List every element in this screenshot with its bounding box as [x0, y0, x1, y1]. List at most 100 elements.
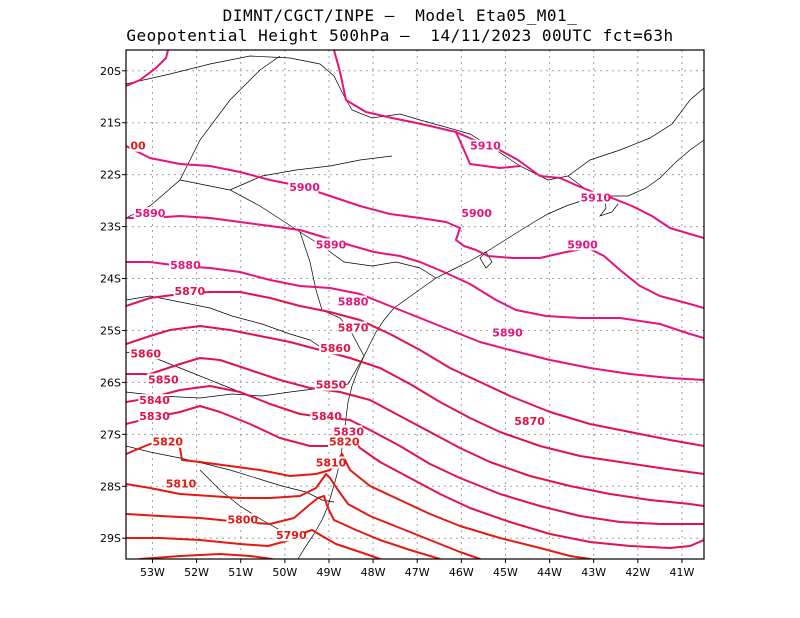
contour-label-bg: [314, 238, 345, 251]
lon-tick-label: 49W: [317, 566, 342, 579]
lon-tick-label: 52W: [184, 566, 209, 579]
contour-label-bg: [469, 139, 500, 152]
lon-tick-label: 45W: [493, 566, 518, 579]
contour-label-bg: [314, 378, 345, 391]
contour-label-bg: [275, 529, 306, 542]
contour-label-bg: [336, 295, 367, 308]
state-border-sp-pr: [179, 179, 437, 279]
state-border-sc-rs: [126, 445, 335, 503]
contour-label-bg: [173, 285, 204, 298]
contour-lines: [126, 50, 704, 559]
contour-label: 5810: [166, 477, 197, 490]
contour-label-bg: [491, 326, 522, 339]
lon-tick-label: 43W: [581, 566, 606, 579]
contour-label-bg: [288, 181, 319, 194]
contour-label: 5880: [170, 259, 201, 272]
contour-label-bg: [310, 409, 341, 422]
contour-5910-b: [333, 50, 704, 239]
contour-label: 5890: [492, 327, 523, 340]
lat-tick-label: 24S: [100, 273, 121, 286]
contour-label: 5860: [320, 342, 351, 355]
lat-tick-label: 20S: [100, 65, 121, 78]
contour-label: 5850: [316, 379, 347, 392]
map-frame: [125, 49, 705, 560]
contour-label: 00: [130, 140, 146, 153]
contour-label: 5910: [470, 140, 501, 153]
contour-label-bg: [147, 373, 178, 386]
lat-tick-label: 26S: [100, 376, 121, 389]
contour-label: 5790: [276, 529, 307, 542]
contour-label-bg: [566, 238, 597, 251]
title-line-2: Geopotential Height 500hPa — 14/11/2023 …: [126, 26, 674, 45]
contour-label-bg: [327, 435, 358, 448]
lat-tick-label: 22S: [100, 169, 121, 182]
contour-label-bg: [226, 513, 257, 526]
lat-tick-label: 23S: [100, 221, 121, 234]
contour-label: 5870: [514, 415, 545, 428]
lat-tick-label: 29S: [100, 532, 121, 545]
contour-label-bg: [169, 259, 200, 272]
contour-5900: [126, 145, 704, 309]
contour-5790: [126, 529, 381, 559]
contour-label: 5890: [135, 207, 166, 220]
lon-tick-label: 41W: [670, 566, 695, 579]
contour-label: 5800: [227, 514, 258, 527]
contour-5890: [126, 215, 704, 339]
contour-label-bg: [460, 207, 491, 220]
state-border-mg-es: [567, 87, 704, 177]
contour-label-bg: [133, 207, 164, 220]
contour-label-bg: [314, 456, 345, 469]
lon-tick-label: 46W: [449, 566, 474, 579]
coastline: [297, 139, 704, 559]
lat-tick-label: 21S: [100, 117, 121, 130]
contour-label: 5840: [311, 410, 342, 423]
ilha-sp: [479, 251, 493, 269]
contour-label-bg: [129, 139, 146, 152]
title-line-1: DIMNT/CGCT/INPE — Model Eta05_M01_: [222, 6, 578, 25]
contour-5780: [139, 553, 273, 559]
contour-label: 5910: [580, 192, 611, 205]
contour-label-bg: [164, 477, 195, 490]
boundaries: [126, 55, 704, 559]
contour-label: 5900: [461, 207, 492, 220]
contour-label: 5890: [316, 238, 347, 251]
contour-5820: [126, 439, 591, 559]
contour-label: 5900: [567, 238, 598, 251]
contour-5830: [126, 405, 704, 549]
contour-5850: [126, 357, 704, 507]
contour-5880: [126, 261, 704, 381]
contour-label-bg: [579, 191, 610, 204]
lon-tick-label: 42W: [625, 566, 650, 579]
contour-label: 5830: [139, 410, 170, 423]
contour-label: 5840: [139, 394, 170, 407]
state-border-sp-mg: [126, 55, 569, 181]
contour-label: 5830: [333, 425, 364, 438]
state-border-ms: [126, 55, 281, 219]
axis-ticks: 53W 52W 51W 50W 49W 48W 47W 46W 45W 44W 43W 42W 41W 2…: [100, 65, 694, 579]
river-tiete: [229, 155, 393, 191]
contour-label: 5900: [289, 181, 320, 194]
contour-5910-a: [126, 50, 169, 87]
contour-label-bg: [332, 425, 363, 438]
contour-label: 5820: [152, 436, 183, 449]
contour-5860: [126, 325, 704, 475]
contour-label-bg: [319, 342, 350, 355]
contour-5840: [126, 385, 704, 525]
contour-label: 5870: [338, 321, 369, 334]
contour-label-bg: [513, 414, 544, 427]
map-area: 5910 5910 5900 5900 5900 00 5890 5890 5890 5880 58…: [126, 50, 704, 559]
contour-5870: [126, 291, 704, 447]
lat-tick-label: 27S: [100, 428, 121, 441]
paraguay-border: [126, 295, 323, 349]
contour-label: 5850: [148, 373, 179, 386]
contour-5800: [126, 495, 441, 559]
bay-guanabara: [599, 195, 619, 217]
contour-label: 5880: [338, 296, 369, 309]
contour-label-bg: [336, 321, 367, 334]
lon-tick-label: 53W: [140, 566, 165, 579]
contour-label: 5820: [329, 436, 360, 449]
contour-5910-c: [455, 131, 521, 169]
contour-5810: [126, 473, 481, 559]
